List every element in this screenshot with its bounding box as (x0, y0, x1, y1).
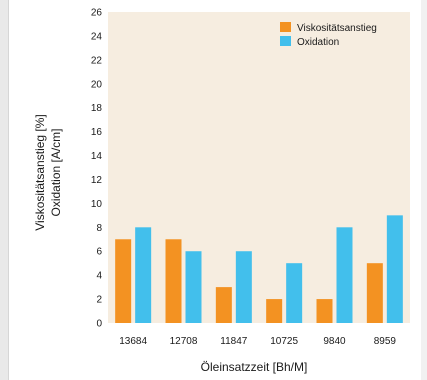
y-tick-label: 22 (91, 55, 103, 66)
y-axis-title-oxidation: Oxidation [A/cm] (49, 128, 63, 216)
y-tick-label: 24 (91, 31, 103, 42)
x-axis-title: Öleinsatzzeit [Bh/M] (201, 360, 308, 374)
bar-oxidation (135, 227, 152, 323)
window-right-border (421, 0, 427, 380)
bar-oxidation (185, 251, 202, 323)
y-tick-label: 8 (96, 223, 102, 234)
y-tick-label: 2 (96, 295, 102, 306)
y-tick-label: 16 (91, 127, 103, 138)
bar-oxidation (336, 227, 353, 323)
x-tick-label: 9840 (323, 336, 346, 347)
x-tick-label: 10725 (270, 336, 298, 347)
y-tick-label: 18 (91, 103, 103, 114)
y-tick-label: 26 (91, 8, 103, 19)
legend: Viskositätsanstieg Oxidation (280, 22, 377, 48)
x-tick-label: 13684 (119, 336, 147, 347)
bar-viscosity (266, 299, 283, 323)
x-tick-label: 11847 (220, 336, 248, 347)
legend-label-oxidation: Oxidation (297, 37, 339, 48)
window-left-border (0, 0, 9, 380)
y-tick-label: 14 (91, 151, 103, 162)
bars-group (115, 215, 403, 323)
x-tick-label: 8959 (374, 336, 397, 347)
x-tick-label: 12708 (170, 336, 198, 347)
bar-viscosity (165, 239, 182, 323)
y-axis-title-viscosity: Viskositätsanstieg [%] (33, 114, 47, 231)
bar-viscosity (115, 239, 132, 323)
y-tick-label: 0 (96, 319, 102, 330)
y-tick-label: 6 (96, 247, 102, 258)
legend-label-viscosity: Viskositätsanstieg (297, 23, 377, 34)
bar-oxidation (386, 215, 403, 323)
y-tick-label: 10 (91, 199, 103, 210)
bar-viscosity (366, 263, 383, 323)
legend-swatch-oxidation (280, 36, 291, 46)
bar-viscosity (316, 299, 333, 323)
legend-swatch-viscosity (280, 22, 291, 32)
bar-oxidation (286, 263, 303, 323)
y-tick-label: 4 (96, 271, 102, 282)
bar-viscosity (215, 287, 232, 323)
x-axis: 13684 12708 11847 10725 9840 8959 (119, 336, 396, 347)
plot-area (108, 12, 410, 323)
bar-oxidation (235, 251, 252, 323)
y-tick-label: 12 (91, 175, 103, 186)
y-tick-label: 20 (91, 79, 103, 90)
